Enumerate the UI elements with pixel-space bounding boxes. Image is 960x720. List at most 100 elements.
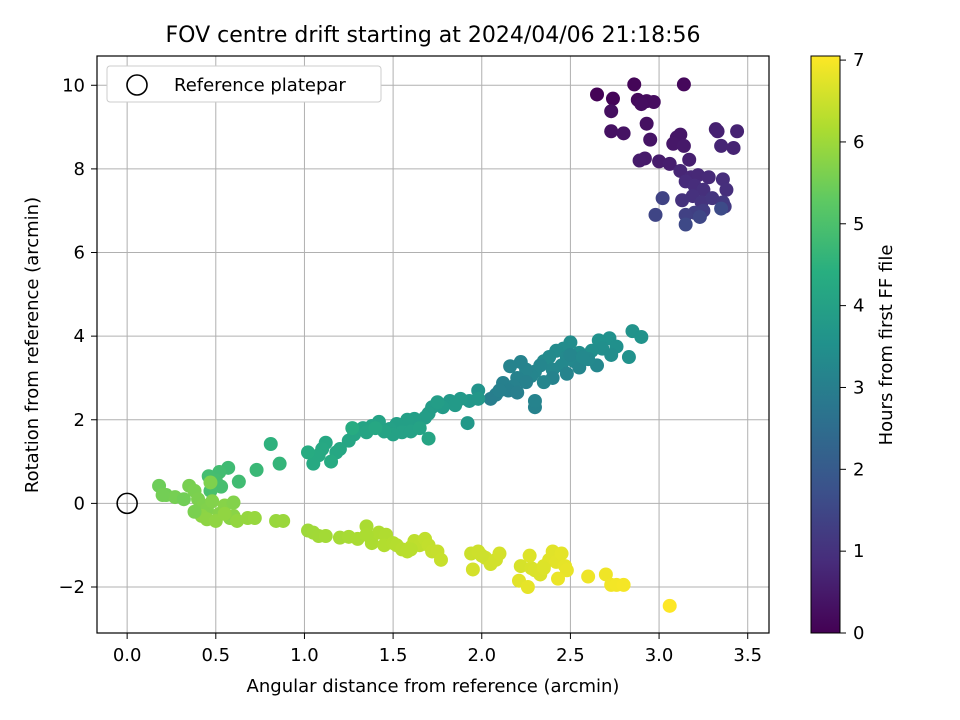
data-point (230, 513, 245, 528)
y-tick-label: 6 (74, 243, 85, 264)
data-point (520, 580, 535, 595)
colorbar-tick-label: 7 (853, 50, 864, 71)
x-tick-label: 2.5 (556, 645, 585, 666)
data-point (368, 421, 383, 436)
data-point (155, 488, 170, 503)
data-point (471, 391, 486, 406)
data-point (492, 546, 507, 561)
y-tick-label: 8 (74, 159, 85, 180)
reference-platepar-marker (116, 492, 138, 515)
data-point (714, 138, 729, 153)
data-point (345, 421, 360, 436)
data-point (604, 104, 619, 119)
x-tick-label: 1.5 (379, 645, 408, 666)
colorbar (810, 55, 841, 634)
y-tick-label: 10 (62, 75, 85, 96)
colorbar-ticks: 0 1 2 3 4 5 6 7 (840, 50, 864, 644)
data-point (176, 492, 191, 507)
data-point (247, 511, 262, 526)
data-points (152, 77, 745, 613)
x-axis-label: Angular distance from reference (arcmin) (247, 676, 620, 697)
data-point (318, 528, 333, 543)
colorbar-tick-label: 2 (853, 459, 864, 480)
legend: Reference platepar (106, 65, 382, 103)
data-point (300, 445, 315, 460)
data-point (187, 504, 202, 519)
data-point (604, 347, 619, 362)
x-axis-ticks: 0.0 0.5 1.0 1.5 2.0 2.5 3.0 3.5 (113, 633, 762, 666)
data-point (692, 209, 707, 224)
legend-box (106, 65, 382, 103)
data-point (559, 563, 574, 578)
data-point (730, 124, 745, 139)
data-point (231, 474, 246, 489)
data-point (673, 163, 688, 178)
data-point (551, 571, 566, 586)
data-point (632, 153, 647, 168)
colorbar-tick-label: 0 (853, 623, 864, 644)
data-point (403, 542, 418, 557)
colorbar-label: Hours from first FF file (876, 245, 897, 446)
data-point (575, 350, 590, 365)
data-point (676, 77, 691, 92)
legend-label: Reference platepar (174, 75, 346, 96)
data-point (643, 132, 658, 147)
x-tick-label: 0.0 (113, 645, 142, 666)
data-point (616, 126, 631, 141)
colorbar-tick-label: 4 (853, 296, 864, 317)
y-tick-label: 0 (74, 493, 85, 514)
data-point (719, 182, 734, 197)
data-point (678, 217, 693, 232)
data-point (214, 479, 229, 494)
data-point (519, 375, 534, 390)
data-point (272, 456, 287, 471)
data-point (678, 207, 693, 222)
data-point (513, 559, 528, 574)
x-tick-label: 1.0 (290, 645, 319, 666)
data-point (646, 94, 661, 109)
data-point (648, 207, 663, 222)
data-point (421, 431, 436, 446)
data-point (483, 391, 498, 406)
data-point (662, 156, 677, 171)
colorbar-tick-label: 5 (853, 214, 864, 235)
data-point (605, 91, 620, 106)
data-point (503, 359, 518, 374)
data-point (492, 383, 507, 398)
data-point (639, 116, 654, 131)
colorbar-tick-label: 6 (853, 132, 864, 153)
data-point (598, 567, 613, 582)
data-point (527, 393, 542, 408)
data-point (203, 475, 218, 490)
y-tick-label: 4 (74, 326, 85, 347)
data-point (581, 569, 596, 584)
chart-title: FOV centre drift starting at 2024/04/06 … (166, 23, 701, 48)
data-point (341, 433, 356, 448)
colorbar-tick-label: 3 (853, 377, 864, 398)
data-point (682, 152, 697, 167)
data-point (655, 191, 670, 206)
data-point (616, 577, 631, 592)
data-point (474, 548, 489, 563)
data-point (226, 495, 241, 510)
data-point (666, 136, 681, 151)
data-point (430, 395, 445, 410)
data-point (536, 561, 551, 576)
data-point (510, 385, 525, 400)
data-point (460, 416, 475, 431)
data-point (710, 124, 725, 139)
data-point (359, 527, 374, 542)
data-point (522, 548, 537, 563)
data-point (634, 97, 649, 112)
data-point (217, 506, 232, 521)
data-point (412, 421, 427, 436)
data-point (662, 598, 677, 613)
x-tick-label: 3.0 (645, 645, 674, 666)
data-point (563, 347, 578, 362)
data-point (705, 191, 720, 206)
plot-frame (96, 55, 770, 634)
data-point (249, 462, 264, 477)
y-tick-label: 2 (74, 410, 85, 431)
y-axis-label: Rotation from reference (arcmin) (22, 197, 43, 493)
x-tick-label: 2.0 (467, 645, 496, 666)
